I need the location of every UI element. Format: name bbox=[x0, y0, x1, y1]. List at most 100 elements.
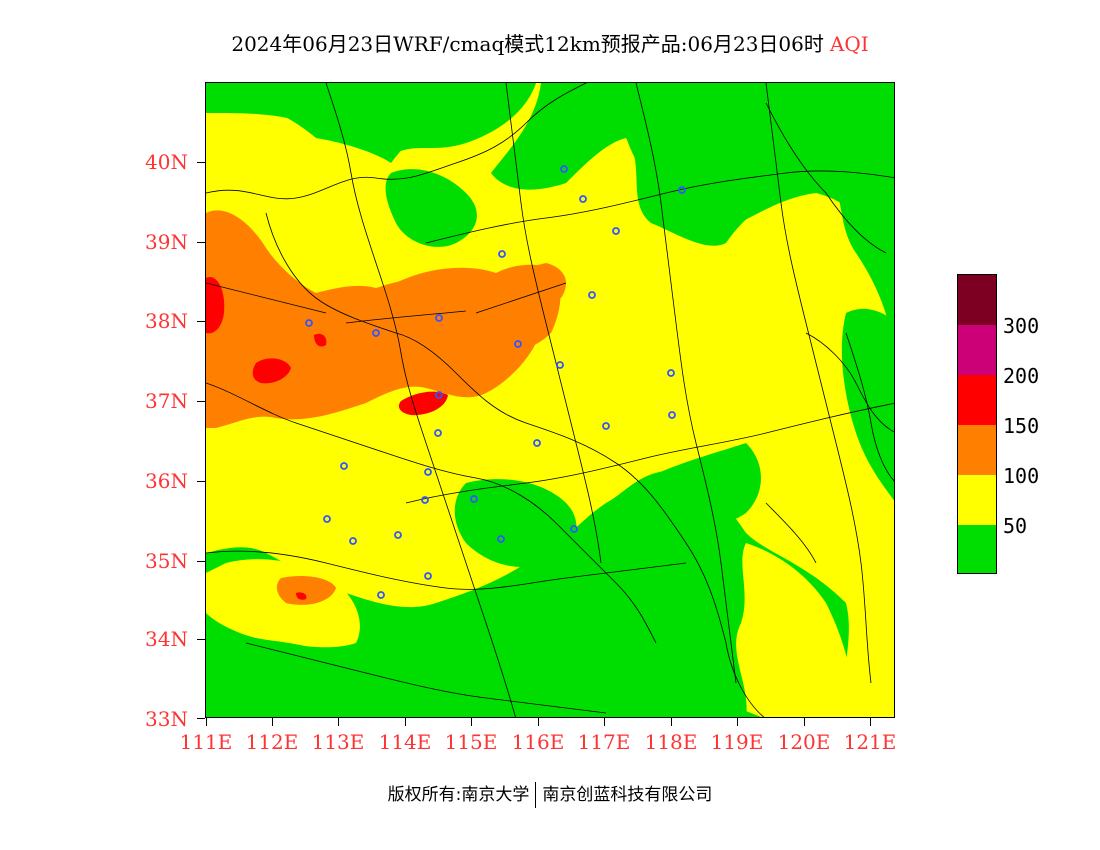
station-marker bbox=[377, 591, 385, 599]
lat-tick bbox=[197, 321, 205, 322]
lat-tick bbox=[197, 481, 205, 482]
station-marker bbox=[533, 439, 541, 447]
colorbar-label-50: 50 bbox=[1003, 514, 1028, 538]
station-marker bbox=[435, 391, 443, 399]
good-region-northeast bbox=[622, 83, 894, 261]
lon-label-112e: 112E bbox=[245, 730, 299, 754]
title-variable: AQI bbox=[829, 32, 869, 56]
station-marker bbox=[498, 250, 506, 258]
unhealthy-patch-5 bbox=[296, 592, 307, 600]
colorbar-segment-very-unhealthy bbox=[958, 325, 996, 375]
station-marker bbox=[668, 411, 676, 419]
unhealthy-patch-2 bbox=[252, 358, 291, 384]
station-marker bbox=[602, 422, 610, 430]
province-boundary bbox=[635, 83, 737, 684]
lat-tick bbox=[197, 718, 205, 719]
usg-region-east-patch bbox=[539, 263, 566, 300]
colorbar-segment-hazardous bbox=[958, 275, 996, 325]
lon-tick bbox=[671, 718, 672, 726]
lat-label-33n: 33N bbox=[145, 707, 188, 731]
station-marker bbox=[556, 361, 564, 369]
good-region-layer bbox=[206, 83, 894, 717]
colorbar-segment-good bbox=[958, 525, 996, 573]
colorbar-label-200: 200 bbox=[1003, 364, 1040, 388]
lat-label-38n: 38N bbox=[145, 309, 188, 333]
lat-tick bbox=[197, 639, 205, 640]
lon-label-113e: 113E bbox=[311, 730, 365, 754]
station-marker bbox=[588, 291, 596, 299]
footer-separator bbox=[535, 782, 537, 808]
station-marker bbox=[570, 525, 578, 533]
province-boundary bbox=[245, 642, 607, 714]
lat-tick bbox=[197, 401, 205, 402]
station-marker bbox=[514, 340, 522, 348]
province-boundary bbox=[206, 282, 567, 324]
unhealthy-patch-1 bbox=[206, 277, 225, 334]
province-boundary bbox=[265, 212, 765, 717]
station-marker bbox=[667, 369, 675, 377]
good-region-center-south bbox=[454, 479, 577, 567]
lat-tick bbox=[197, 242, 205, 243]
moderate-region-southeast bbox=[736, 543, 853, 717]
lon-label-120e: 120E bbox=[777, 730, 831, 754]
aqi-colorbar bbox=[957, 274, 997, 574]
coastline bbox=[765, 102, 894, 564]
lon-label-111e: 111E bbox=[179, 730, 233, 754]
station-marker bbox=[394, 531, 402, 539]
copyright-left: 版权所有:南京大学 bbox=[387, 785, 530, 805]
station-marker bbox=[424, 572, 432, 580]
copyright-footer: 版权所有:南京大学 南京创蓝科技有限公司 bbox=[0, 780, 1100, 808]
province-boundary bbox=[405, 402, 894, 504]
station-marker bbox=[323, 515, 331, 523]
lon-label-115e: 115E bbox=[444, 730, 498, 754]
lat-label-39n: 39N bbox=[145, 230, 188, 254]
colorbar-segment-usg bbox=[958, 425, 996, 475]
station-marker bbox=[421, 496, 429, 504]
station-layer bbox=[305, 165, 686, 599]
lon-tick bbox=[471, 718, 472, 726]
lon-label-119e: 119E bbox=[710, 730, 764, 754]
lon-label-121e: 121E bbox=[843, 730, 897, 754]
station-marker bbox=[678, 186, 686, 194]
province-boundary bbox=[765, 83, 872, 684]
province-boundary bbox=[325, 83, 516, 717]
map-title: 2024年06月23日WRF/cmaq模式12km预报产品:06月23日06时 A… bbox=[0, 28, 1100, 57]
lon-label-117e: 117E bbox=[577, 730, 631, 754]
boundary-layer bbox=[206, 83, 894, 717]
good-region-north-center bbox=[385, 169, 477, 247]
province-boundary bbox=[425, 170, 894, 244]
station-marker bbox=[579, 195, 587, 203]
station-marker bbox=[349, 537, 357, 545]
lon-tick bbox=[737, 718, 738, 726]
good-region-south bbox=[206, 638, 761, 717]
station-marker bbox=[305, 319, 313, 327]
usg-region-southwest-patch bbox=[276, 576, 336, 605]
station-marker bbox=[372, 329, 380, 337]
station-marker bbox=[435, 314, 443, 322]
station-marker bbox=[434, 429, 442, 437]
station-marker bbox=[470, 495, 478, 503]
lon-tick bbox=[405, 718, 406, 726]
colorbar-segment-moderate bbox=[958, 475, 996, 525]
copyright-right: 南京创蓝科技有限公司 bbox=[542, 785, 713, 805]
station-marker bbox=[612, 227, 620, 235]
aqi-map bbox=[205, 82, 895, 718]
colorbar-label-150: 150 bbox=[1003, 414, 1040, 438]
colorbar-label-100: 100 bbox=[1003, 464, 1040, 488]
lon-tick bbox=[604, 718, 605, 726]
title-main: 2024年06月23日WRF/cmaq模式12km预报产品:06月23日06时 bbox=[231, 32, 824, 56]
lon-label-114e: 114E bbox=[378, 730, 432, 754]
lon-tick bbox=[538, 718, 539, 726]
unhealthy-patch-3 bbox=[314, 333, 327, 347]
province-boundary bbox=[206, 83, 587, 200]
lon-tick bbox=[206, 718, 207, 726]
lon-tick bbox=[272, 718, 273, 726]
lon-tick bbox=[870, 718, 871, 726]
colorbar-label-300: 300 bbox=[1003, 314, 1040, 338]
lat-label-40n: 40N bbox=[145, 150, 188, 174]
good-region-northwest bbox=[206, 83, 536, 154]
moderate-region-north bbox=[206, 83, 894, 717]
lat-label-36n: 36N bbox=[145, 469, 188, 493]
lon-tick bbox=[804, 718, 805, 726]
lat-label-37n: 37N bbox=[145, 389, 188, 413]
